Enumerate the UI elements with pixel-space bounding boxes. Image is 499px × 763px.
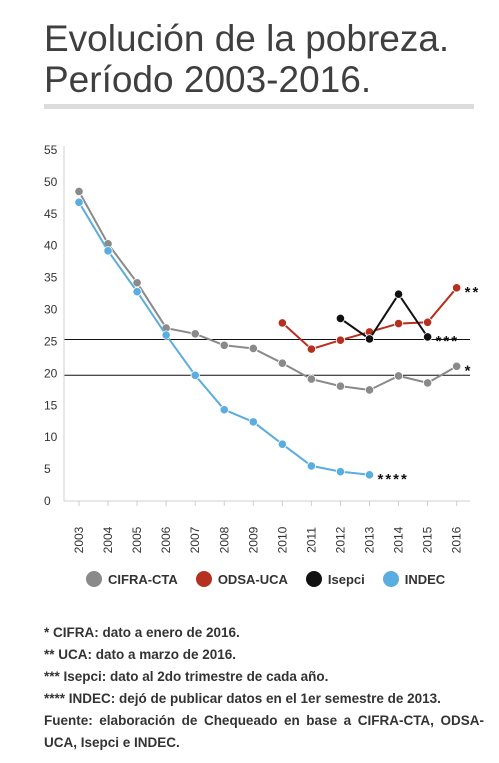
legend-item-cifra-cta: CIFRA-CTA: [86, 571, 178, 587]
data-point-cifra-cta: [74, 186, 84, 197]
data-point-indec: [219, 405, 229, 415]
data-point-indec: [190, 370, 200, 380]
y-tick-label: 50: [44, 175, 58, 189]
end-marker-odsa-uca: **: [465, 284, 481, 301]
footnote-uca: ** UCA: dato a marzo de 2016.: [44, 647, 237, 662]
y-tick-label: 10: [44, 430, 58, 444]
data-point-cifra-cta: [422, 378, 433, 388]
data-point-isepci: [335, 313, 346, 324]
data-point-indec: [248, 417, 258, 427]
legend-item-isepci: Isepci: [305, 571, 365, 587]
data-point-indec: [161, 330, 171, 340]
data-point-cifra-cta: [219, 340, 229, 350]
data-point-indec: [132, 287, 142, 297]
data-point-cifra-cta: [452, 361, 462, 371]
data-point-cifra-cta: [248, 343, 258, 354]
data-point-indec: [306, 461, 316, 471]
chart-title: Evolución de la pobreza. Período 2003-20…: [44, 18, 484, 100]
legend-swatch-isepci: [305, 571, 322, 587]
y-tick-label: 15: [44, 398, 58, 412]
x-tick-label: 2012: [333, 526, 347, 553]
y-tick-label: 40: [44, 239, 58, 253]
data-point-cifra-cta: [364, 385, 375, 395]
end-marker-cifra-cta: *: [465, 362, 473, 379]
legend-swatch-odsa-uca: [195, 571, 212, 587]
x-axis: 2003 2004 2005 2006 2007 2008 2009 2010 2011 2012…: [64, 500, 470, 553]
data-point-odsa-uca: [422, 317, 433, 327]
x-tick-label: 2013: [363, 526, 377, 553]
end-marker-indec: ****: [378, 471, 409, 488]
series-odsa-uca: **: [277, 283, 481, 354]
footnotes: * CIFRA: dato a enero de 2016. ** UCA: d…: [44, 622, 484, 754]
data-point-cifra-cta: [277, 358, 287, 368]
y-tick-label: 25: [44, 334, 58, 348]
data-point-cifra-cta: [393, 371, 404, 381]
y-tick-label: 20: [44, 366, 58, 380]
data-point-indec: [103, 246, 113, 256]
x-tick-label: 2015: [421, 526, 435, 553]
series-line-cifra-cta: [78, 191, 458, 391]
data-point-cifra-cta: [132, 278, 142, 288]
data-point-cifra-cta: [306, 374, 316, 384]
legend-item-indec: INDEC: [382, 571, 446, 587]
data-point-isepci: [393, 289, 404, 299]
y-tick-label: 5: [44, 462, 51, 476]
data-point-odsa-uca: [393, 318, 404, 329]
data-point-odsa-uca: [452, 283, 462, 293]
x-tick-label: 2010: [275, 526, 289, 553]
legend-label-cifra-cta: CIFRA-CTA: [108, 571, 178, 587]
x-tick-label: 2009: [246, 526, 260, 553]
legend-swatch-cifra-cta: [86, 571, 102, 587]
x-tick-label: 2003: [72, 526, 86, 553]
series-isepci: ***: [335, 289, 460, 350]
data-point-indec: [74, 197, 84, 207]
y-tick-label: 45: [44, 207, 58, 221]
x-tick-label: 2007: [188, 526, 202, 553]
data-point-odsa-uca: [335, 335, 346, 345]
series-cifra-cta: *: [74, 186, 473, 395]
footnote-cifra: * CIFRA: dato a enero de 2016.: [44, 625, 240, 640]
x-tick-label: 2014: [392, 526, 406, 553]
y-tick-label: 35: [44, 271, 58, 285]
chart-legend: CIFRA-CTA ODSA-UCA Isepci INDEC: [86, 568, 463, 590]
footnote-isepci: *** Isepci: dato al 2do trimestre de cad…: [44, 669, 329, 684]
x-tick-label: 2016: [450, 526, 464, 553]
legend-label-odsa-uca: ODSA-UCA: [217, 571, 288, 587]
x-tick-label: 2005: [130, 526, 144, 553]
reference-lines: [64, 339, 470, 376]
x-tick-label: 2011: [304, 527, 318, 553]
legend-label-isepci: Isepci: [327, 571, 365, 587]
data-point-cifra-cta: [190, 329, 200, 339]
data-point-cifra-cta: [335, 381, 346, 391]
title-divider: [44, 104, 474, 109]
data-point-isepci: [422, 332, 433, 342]
y-tick-label: 0: [44, 494, 51, 508]
data-point-indec: [335, 467, 346, 477]
series-layer: **********: [74, 186, 481, 488]
x-tick-label: 2008: [217, 526, 231, 553]
data-point-odsa-uca: [306, 344, 316, 354]
y-tick-label: 55: [44, 143, 58, 157]
legend-swatch-indec: [382, 571, 399, 587]
footnote-indec: **** INDEC: dejó de publicar datos en el…: [44, 691, 441, 706]
end-marker-isepci: ***: [436, 333, 460, 350]
x-tick-label: 2006: [159, 526, 173, 553]
data-point-indec: [364, 470, 375, 480]
source-note: Fuente: elaboración de Chequeado en base…: [44, 713, 484, 750]
series-indec: ****: [74, 197, 409, 488]
chart-title-line-2: Período 2003-2016.: [44, 59, 372, 100]
data-point-indec: [277, 439, 287, 449]
series-line-isepci: [339, 293, 429, 340]
data-point-isepci: [364, 334, 375, 344]
data-point-odsa-uca: [277, 318, 287, 328]
series-line-indec: [78, 201, 370, 476]
legend-label-indec: INDEC: [404, 571, 446, 587]
x-tick-label: 2004: [101, 526, 115, 553]
legend-item-odsa-uca: ODSA-UCA: [195, 571, 288, 587]
chart-title-line-1: Evolución de la pobreza.: [44, 18, 450, 59]
y-tick-label: 30: [44, 303, 58, 317]
y-axis: 0 5 10 15 20 25 30 35 40 45 50 55: [44, 143, 65, 508]
